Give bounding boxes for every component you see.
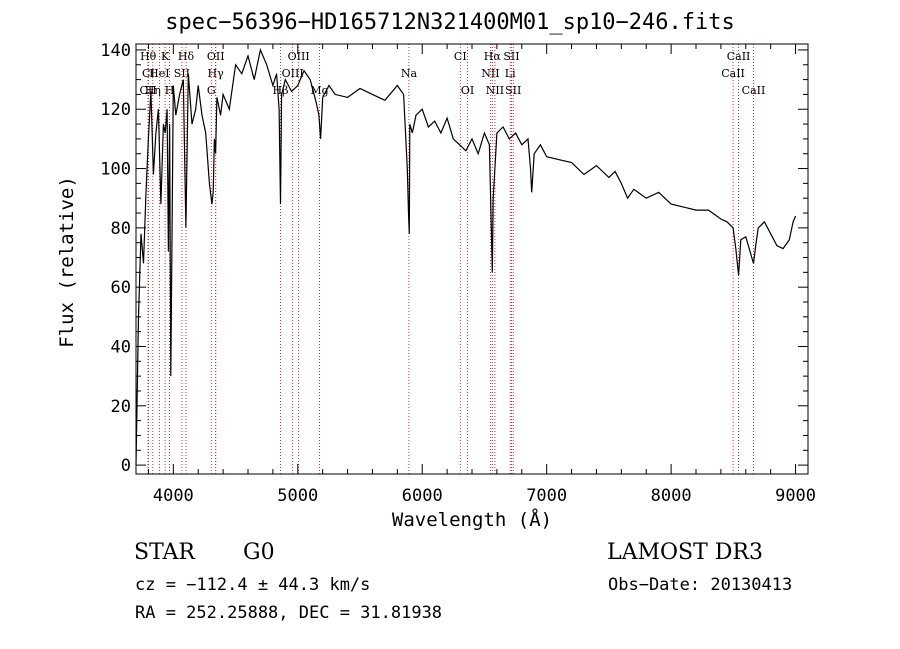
- subclass: G0: [243, 540, 275, 565]
- y-tick-label: 20: [111, 397, 131, 417]
- spectral-line-label: Hα: [484, 50, 502, 63]
- x-tick-label: 9000: [775, 486, 816, 506]
- spectral-line-label: OIII: [288, 50, 310, 63]
- spectral-line-label: CaII: [727, 50, 751, 63]
- spectral-line-label: Li: [505, 67, 516, 80]
- y-tick-label: 140: [100, 41, 131, 61]
- y-tick-label: 0: [121, 456, 131, 476]
- y-tick-label: 100: [100, 160, 131, 180]
- spectral-line-label: G: [207, 84, 216, 97]
- survey-name: LAMOST DR3: [607, 540, 763, 565]
- spectral-line-label: SII: [174, 67, 190, 80]
- spectral-line-label: K: [161, 50, 170, 63]
- spectral-line-label: Hδ: [178, 50, 195, 63]
- y-tick-label: 60: [111, 278, 131, 298]
- spectral-line-label: NII: [486, 84, 504, 97]
- x-tick-label: 7000: [526, 486, 567, 506]
- plot-frame: [135, 43, 809, 475]
- obs-date: Obs−Date: 20130413: [608, 575, 793, 595]
- spectrum-line: [135, 47, 797, 466]
- x-tick-label: 8000: [651, 486, 692, 506]
- y-tick-label: 40: [111, 337, 131, 357]
- x-axis-label: Wavelength (Å): [391, 509, 553, 531]
- spectral-line-label: OI: [461, 84, 474, 97]
- spectral-line-label: HeI: [149, 67, 169, 80]
- spectral-line-label: SII: [503, 50, 519, 63]
- spectral-line-label: Hθ: [140, 50, 157, 63]
- spectral-line-label: Hγ: [208, 67, 225, 80]
- spectral-line-label: CII: [140, 84, 157, 97]
- spectral-line-label: H: [165, 84, 175, 97]
- spectral-line-label: Na: [401, 67, 418, 80]
- spectral-line-label: OII: [207, 50, 225, 63]
- spectral-line-label: OIII: [282, 67, 304, 80]
- spectral-line-label: CaII: [742, 84, 766, 97]
- y-tick-label: 120: [100, 100, 131, 120]
- x-tick-label: 5000: [277, 486, 318, 506]
- spectral-line-label: SII: [505, 84, 521, 97]
- spectral-line-label: CI: [454, 50, 467, 63]
- x-tick-label: 6000: [402, 486, 443, 506]
- y-tick-label: 80: [111, 219, 131, 239]
- spectral-line-label: Hβ: [273, 84, 289, 97]
- redshift-cz: cz = −112.4 ± 44.3 km/s: [135, 575, 371, 595]
- spectral-line-label: CaII: [721, 67, 745, 80]
- x-tick-label: 4000: [153, 486, 194, 506]
- spectral-line-label: CI: [142, 67, 155, 80]
- spectral-line-label: Hη: [145, 84, 161, 97]
- object-class: STAR: [134, 540, 195, 565]
- ra-dec: RA = 252.25888, DEC = 31.81938: [135, 603, 443, 623]
- y-axis-label: Flux (relative): [56, 176, 78, 348]
- chart-title: spec−56396−HD165712N321400M01_sp10−246.f…: [165, 10, 735, 35]
- spectral-line-label: NII: [481, 67, 499, 80]
